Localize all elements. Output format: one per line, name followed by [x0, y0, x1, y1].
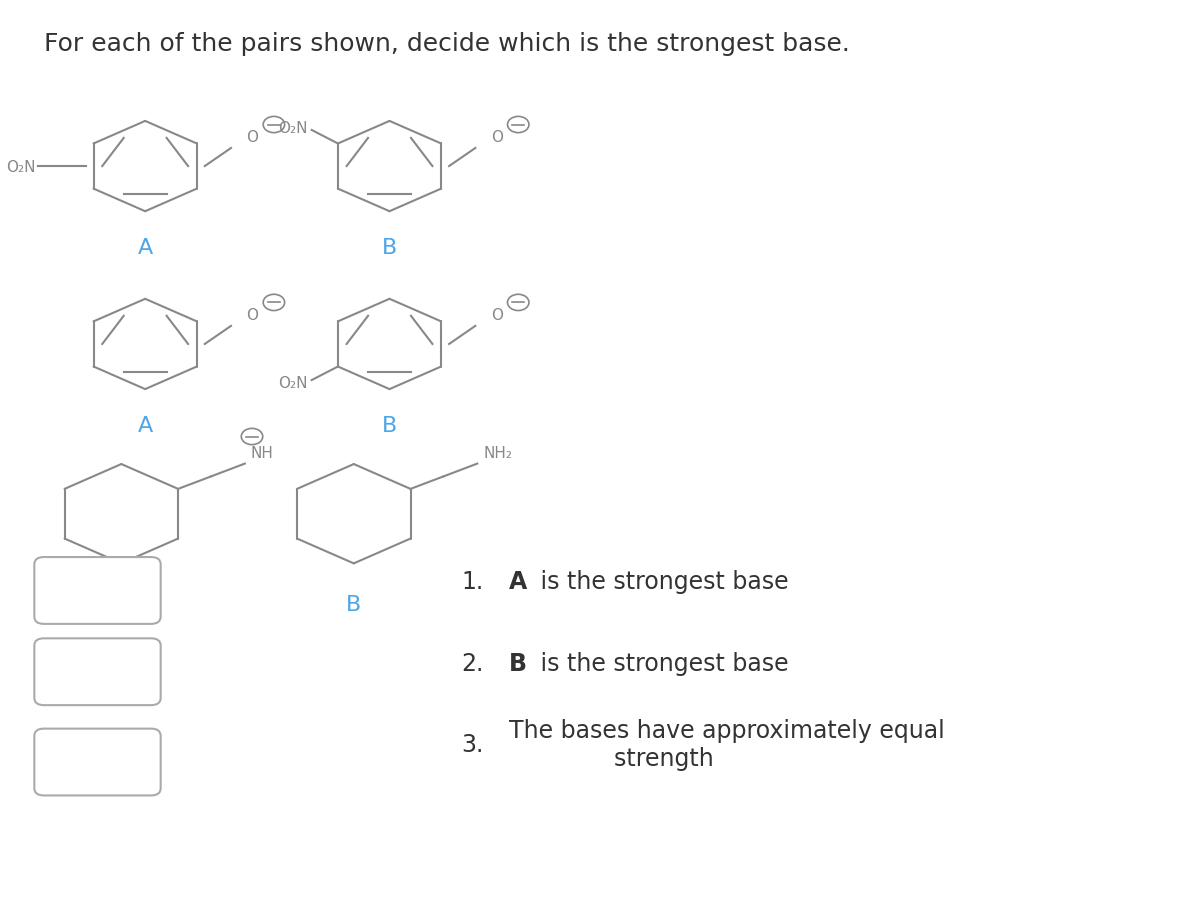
Text: A: A [138, 238, 152, 258]
Text: A: A [138, 416, 152, 436]
Text: O: O [246, 308, 258, 322]
Text: is the strongest base: is the strongest base [533, 570, 788, 594]
Text: 3.: 3. [461, 732, 484, 756]
Text: A: A [509, 570, 527, 594]
Text: ⌄: ⌄ [89, 662, 106, 682]
Text: For each of the pairs shown, decide which is the strongest base.: For each of the pairs shown, decide whic… [44, 32, 850, 56]
Text: 1.: 1. [461, 570, 484, 594]
Text: O₂N: O₂N [6, 160, 36, 174]
Text: B: B [382, 238, 397, 258]
FancyBboxPatch shape [35, 729, 161, 796]
Text: 2.: 2. [461, 651, 484, 675]
FancyBboxPatch shape [35, 639, 161, 705]
Text: The bases have approximately equal
              strength: The bases have approximately equal stren… [509, 718, 944, 770]
Text: A: A [114, 594, 128, 614]
Text: B: B [382, 416, 397, 436]
FancyBboxPatch shape [35, 557, 161, 624]
Text: O₂N: O₂N [278, 121, 308, 135]
Text: ⌄: ⌄ [89, 581, 106, 601]
Text: ⌄: ⌄ [89, 752, 106, 772]
Text: O: O [246, 130, 258, 144]
Text: is the strongest base: is the strongest base [533, 651, 788, 675]
Text: B: B [346, 594, 361, 614]
Text: O₂N: O₂N [278, 376, 308, 391]
Text: O: O [491, 130, 503, 144]
Text: NH: NH [251, 446, 274, 460]
Text: O: O [491, 308, 503, 322]
Text: NH₂: NH₂ [484, 446, 512, 460]
Text: B: B [509, 651, 527, 675]
